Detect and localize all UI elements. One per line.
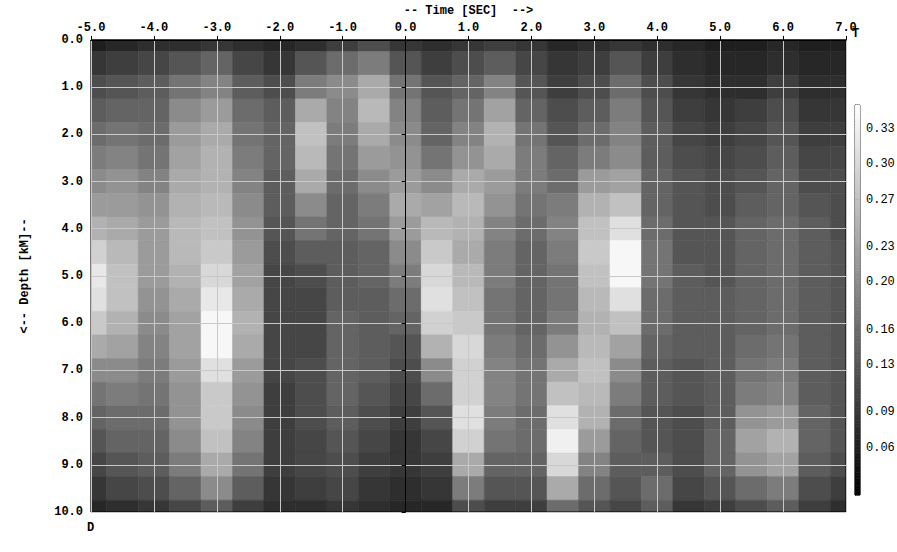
svg-text:0.0: 0.0 xyxy=(395,21,417,35)
svg-text:2.0: 2.0 xyxy=(61,127,83,141)
svg-text:10.0: 10.0 xyxy=(54,505,83,519)
svg-text:0.09: 0.09 xyxy=(866,405,895,419)
svg-text:0.27: 0.27 xyxy=(866,193,895,207)
svg-text:5.0: 5.0 xyxy=(61,269,83,283)
svg-text:2.0: 2.0 xyxy=(521,21,543,35)
svg-text:3.0: 3.0 xyxy=(584,21,606,35)
svg-text:-1.0: -1.0 xyxy=(328,21,357,35)
svg-text:0.20: 0.20 xyxy=(866,275,895,289)
svg-text:0.23: 0.23 xyxy=(866,240,895,254)
svg-text:3.0: 3.0 xyxy=(61,175,83,189)
svg-text:-4.0: -4.0 xyxy=(140,21,169,35)
svg-text:0.06: 0.06 xyxy=(866,441,895,455)
svg-text:6.0: 6.0 xyxy=(772,21,794,35)
svg-text:0.33: 0.33 xyxy=(866,122,895,136)
svg-text:7.0: 7.0 xyxy=(835,21,857,35)
svg-text:-- Time [SEC] -->: -- Time [SEC] --> xyxy=(404,4,534,18)
svg-text:0.30: 0.30 xyxy=(866,157,895,171)
svg-text:5.0: 5.0 xyxy=(709,21,731,35)
svg-text:D: D xyxy=(87,521,94,535)
svg-text:-2.0: -2.0 xyxy=(265,21,294,35)
svg-text:1.0: 1.0 xyxy=(61,80,83,94)
svg-text:8.0: 8.0 xyxy=(61,411,83,425)
svg-text:9.0: 9.0 xyxy=(61,458,83,472)
svg-text:7.0: 7.0 xyxy=(61,363,83,377)
svg-text:0.13: 0.13 xyxy=(866,358,895,372)
svg-text:<-- Depth [kM]--: <-- Depth [kM]-- xyxy=(18,218,32,333)
svg-text:-3.0: -3.0 xyxy=(202,21,231,35)
svg-text:0.0: 0.0 xyxy=(61,33,83,47)
svg-text:-5.0: -5.0 xyxy=(77,21,106,35)
svg-text:4.0: 4.0 xyxy=(646,21,668,35)
svg-text:6.0: 6.0 xyxy=(61,316,83,330)
svg-text:4.0: 4.0 xyxy=(61,222,83,236)
svg-text:1.0: 1.0 xyxy=(458,21,480,35)
svg-text:0.16: 0.16 xyxy=(866,323,895,337)
